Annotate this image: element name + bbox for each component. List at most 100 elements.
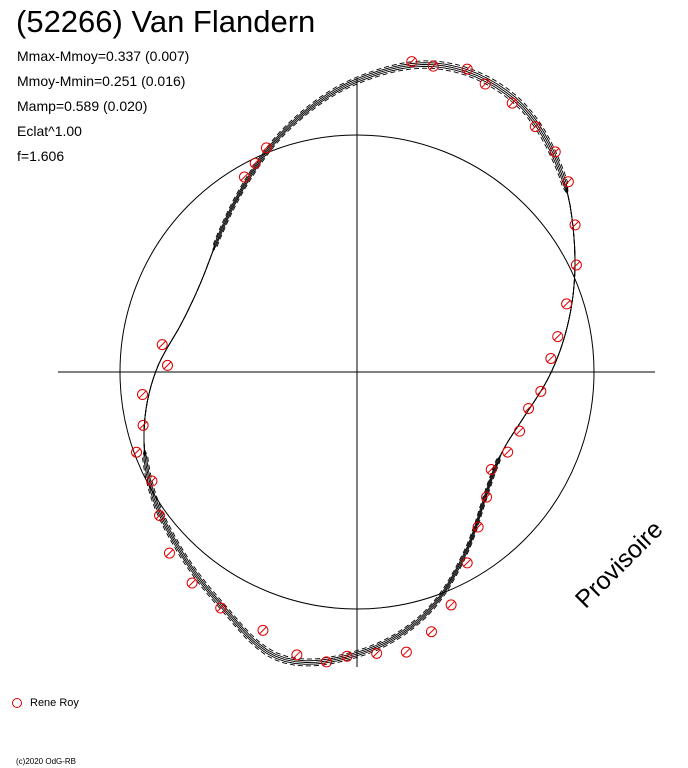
data-point-marker — [514, 425, 526, 437]
stat-frequency: f=1.606 — [17, 148, 65, 164]
stat-amplitude: Mamp=0.589 (0.020) — [17, 98, 148, 114]
data-point-slash — [165, 549, 174, 557]
data-point-marker — [186, 577, 198, 589]
data-point — [562, 176, 574, 188]
data-point — [238, 171, 250, 183]
data-point-marker — [137, 419, 149, 431]
data-point — [561, 298, 573, 310]
data-point-slash — [571, 221, 579, 229]
data-point-marker — [249, 157, 261, 169]
data-point — [406, 56, 418, 68]
data-point-slash — [402, 648, 411, 656]
data-point-slash — [547, 354, 555, 363]
data-point-slash — [155, 511, 164, 520]
data-point-slash — [138, 390, 147, 399]
data-point-slash — [553, 332, 562, 341]
data-point-marker — [552, 331, 564, 343]
data-point-slash — [262, 144, 271, 152]
data-point-slash — [515, 427, 524, 436]
data-point — [163, 547, 175, 559]
data-point — [146, 475, 158, 487]
data-point — [472, 521, 484, 533]
data-point-marker — [137, 389, 149, 401]
data-point-slash — [572, 261, 581, 269]
data-point-marker — [472, 521, 484, 533]
data-point-marker — [321, 656, 333, 668]
data-point-slash — [148, 477, 156, 485]
copyright: (c)2020 OdG-RB — [16, 757, 77, 766]
model-curves — [142, 60, 576, 667]
data-point-slash — [240, 173, 249, 181]
model-curve-main — [143, 64, 576, 663]
data-point-marker — [445, 599, 457, 611]
data-point-slash — [564, 177, 573, 186]
data-point — [535, 385, 547, 397]
plot-axes — [58, 78, 655, 667]
data-point-slash — [251, 159, 260, 168]
data-point — [162, 359, 174, 371]
data-point-slash — [407, 57, 416, 66]
data-point-slash — [463, 559, 472, 567]
legend: Rene Roy — [12, 697, 79, 709]
model-curve-variant-a — [143, 62, 576, 662]
data-point-slash — [487, 465, 496, 474]
data-point-slash — [293, 650, 301, 659]
data-point — [260, 142, 272, 154]
data-point-slash — [562, 300, 571, 308]
data-point-slash — [482, 493, 491, 501]
data-point-slash — [163, 361, 172, 370]
stats-block: Mmax-Mmoy=0.337 (0.007) Mmoy-Mmin=0.251 … — [17, 44, 189, 169]
data-point — [514, 425, 526, 437]
data-point — [186, 577, 198, 589]
data-point-slash — [343, 652, 351, 661]
data-point-marker — [257, 624, 269, 636]
data-point-slash — [481, 80, 490, 88]
data-point — [137, 419, 149, 431]
data-point — [321, 656, 333, 668]
data-point-marker — [570, 259, 582, 271]
data-point-marker — [163, 547, 175, 559]
data-point-slash — [447, 601, 455, 609]
data-point — [570, 259, 582, 271]
data-point-marker — [156, 339, 168, 351]
data-point-slash — [427, 627, 436, 636]
data-point-slash — [463, 65, 472, 73]
data-point-marker — [260, 142, 272, 154]
data-point-slash — [524, 404, 533, 413]
data-points — [131, 56, 582, 668]
data-point-marker — [523, 402, 535, 414]
data-point — [257, 624, 269, 636]
stat-max-minus-mean: Mmax-Mmoy=0.337 (0.007) — [17, 48, 190, 64]
model-curve-upper — [143, 60, 576, 660]
chart-title: (52266) Van Flandern — [16, 4, 316, 39]
data-point — [156, 339, 168, 351]
data-point-marker — [291, 649, 303, 661]
data-point-marker — [569, 219, 581, 231]
data-point-marker — [529, 121, 541, 133]
data-point — [131, 446, 143, 458]
data-point — [545, 352, 557, 364]
data-point-marker — [131, 446, 143, 458]
data-point — [485, 464, 497, 476]
data-point — [481, 491, 493, 503]
stat-mean-minus-min: Mmoy-Mmin=0.251 (0.016) — [17, 73, 186, 89]
data-point-marker — [479, 78, 491, 90]
data-point — [549, 146, 561, 158]
data-point-slash — [508, 99, 517, 107]
data-point — [400, 646, 412, 658]
data-point-marker — [461, 63, 473, 75]
data-point-slash — [503, 448, 512, 456]
data-point-marker — [341, 650, 353, 662]
stat-eclat: Eclat^1.00 — [17, 123, 82, 139]
data-point-marker — [549, 146, 561, 158]
data-point-slash — [322, 658, 331, 666]
data-point — [461, 557, 473, 569]
data-point-slash — [158, 340, 167, 349]
data-point — [479, 78, 491, 90]
data-point — [502, 446, 514, 458]
data-point-marker — [485, 464, 497, 476]
model-curve-variant-b — [143, 65, 576, 665]
data-point-slash — [259, 626, 267, 635]
data-point — [249, 157, 261, 169]
